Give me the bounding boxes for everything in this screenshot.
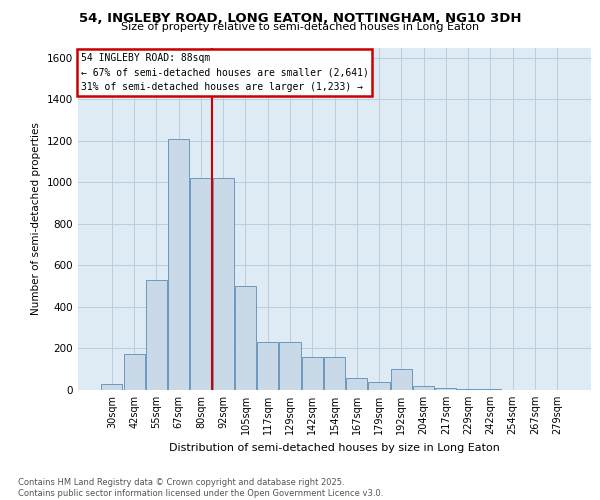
Bar (324, 357, 345, 390)
Bar (168, 139, 189, 390)
Bar (368, 382, 389, 390)
Bar (435, 388, 457, 390)
Text: Size of property relative to semi-detached houses in Long Eaton: Size of property relative to semi-detach… (121, 22, 479, 32)
Bar (190, 178, 212, 390)
Bar (302, 357, 323, 390)
X-axis label: Distribution of semi-detached houses by size in Long Eaton: Distribution of semi-detached houses by … (169, 442, 500, 452)
Bar (457, 389, 479, 390)
Text: 54 INGLEBY ROAD: 88sqm
← 67% of semi-detached houses are smaller (2,641)
31% of : 54 INGLEBY ROAD: 88sqm ← 67% of semi-det… (80, 52, 368, 92)
Y-axis label: Number of semi-detached properties: Number of semi-detached properties (31, 122, 41, 315)
Text: 54, INGLEBY ROAD, LONG EATON, NOTTINGHAM, NG10 3DH: 54, INGLEBY ROAD, LONG EATON, NOTTINGHAM… (79, 12, 521, 26)
Text: Contains HM Land Registry data © Crown copyright and database right 2025.
Contai: Contains HM Land Registry data © Crown c… (18, 478, 383, 498)
Bar (346, 378, 367, 390)
Bar (280, 342, 301, 390)
Bar (124, 354, 145, 390)
Bar (212, 178, 234, 390)
Bar (146, 280, 167, 390)
Bar (101, 384, 122, 390)
Bar (391, 369, 412, 390)
Bar (235, 286, 256, 390)
Bar (413, 386, 434, 390)
Bar (257, 342, 278, 390)
